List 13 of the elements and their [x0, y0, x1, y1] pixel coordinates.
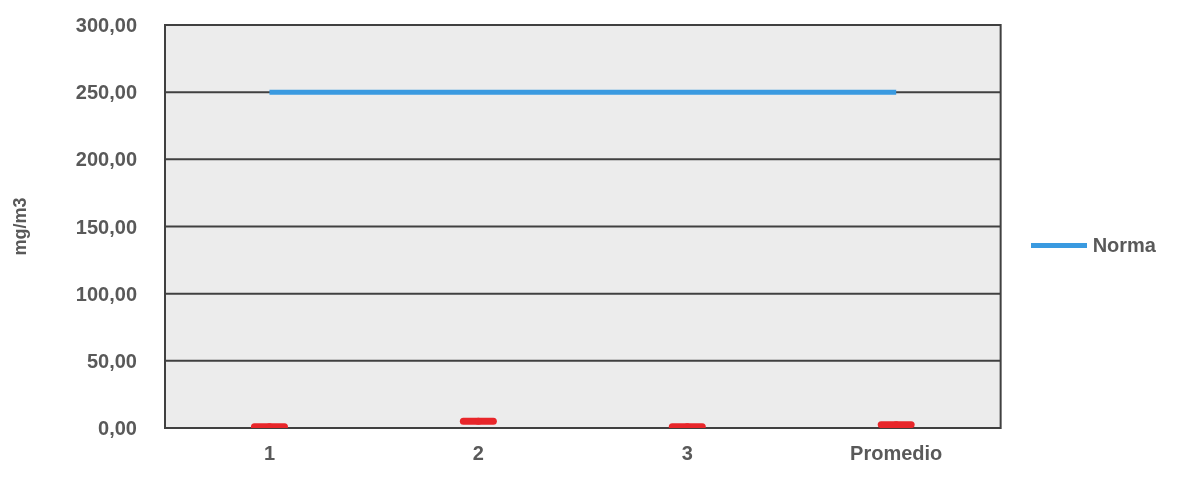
- legend-label: Norma: [1092, 234, 1156, 257]
- x-tick-label: 3: [681, 442, 693, 465]
- x-tick-label: 2: [472, 442, 484, 465]
- y-tick-label: 150,00: [75, 215, 137, 238]
- y-tick-label: 0,00: [98, 417, 137, 440]
- y-axis-title: mg/m3: [10, 197, 31, 256]
- x-tick-label: Promedio: [850, 442, 943, 465]
- y-tick-label: 50,00: [86, 349, 137, 372]
- y-tick-label: 200,00: [75, 148, 137, 171]
- y-tick-label: 300,00: [75, 14, 137, 37]
- y-tick-label: 250,00: [75, 81, 137, 104]
- y-tick-label: 100,00: [75, 282, 137, 305]
- x-tick-label: 1: [263, 442, 276, 465]
